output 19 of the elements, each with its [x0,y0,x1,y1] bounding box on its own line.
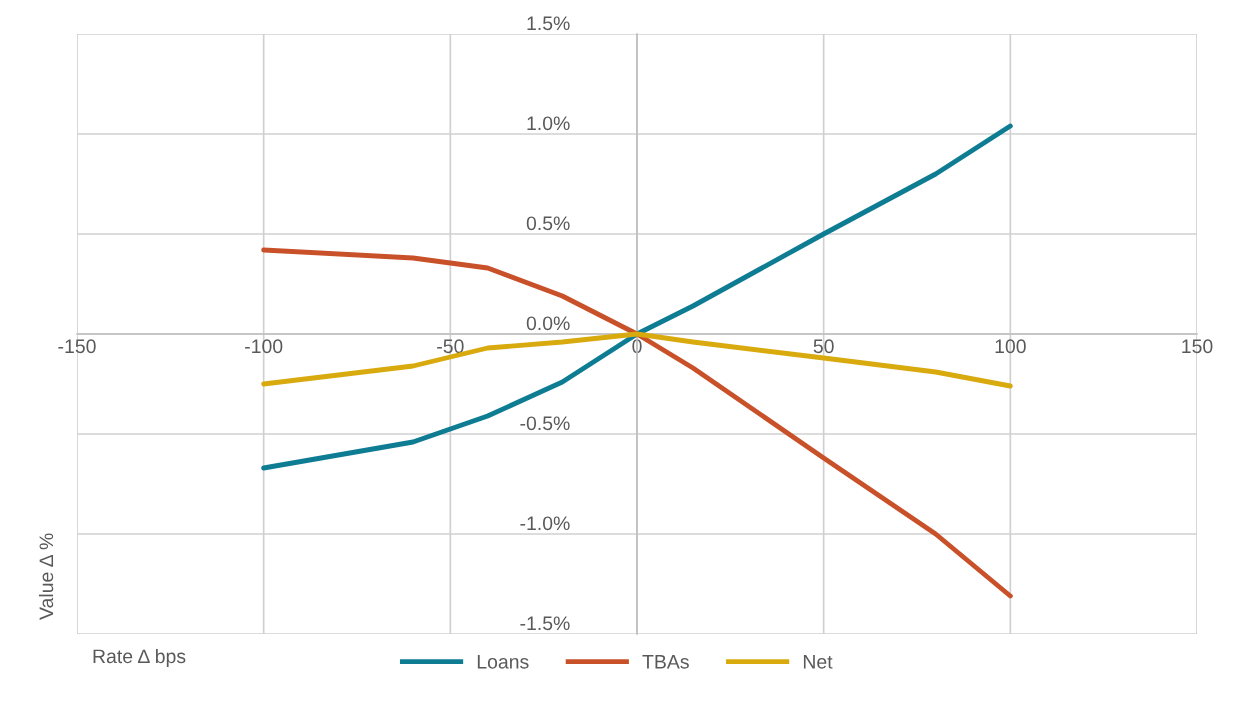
y-tick-label: 1.0% [527,116,570,131]
y-tick-label: -0.5% [520,416,570,431]
x-tick-label: 0 [632,339,642,354]
legend-label: Loans [477,655,529,669]
x-tick-label: 150 [1182,339,1213,354]
y-tick-label: 0.5% [526,216,570,231]
y-tick-label: -1.5% [520,616,570,631]
x-tick-label: -100 [245,339,283,354]
y-tick-label: 1.5% [527,16,570,31]
y-axis-title: Value Δ % [38,533,54,620]
legend-label: TBAs [642,655,689,669]
x-tick-label: -50 [437,339,464,354]
x-tick-label: 100 [995,339,1026,354]
y-tick-label: 0.0% [526,316,570,331]
legend-label: Net [803,655,833,669]
x-axis-title: Rate Δ bps [93,648,186,668]
x-tick-label: 50 [813,339,834,354]
x-tick-label: -150 [58,339,96,354]
y-tick-label: -1.0% [520,516,570,531]
